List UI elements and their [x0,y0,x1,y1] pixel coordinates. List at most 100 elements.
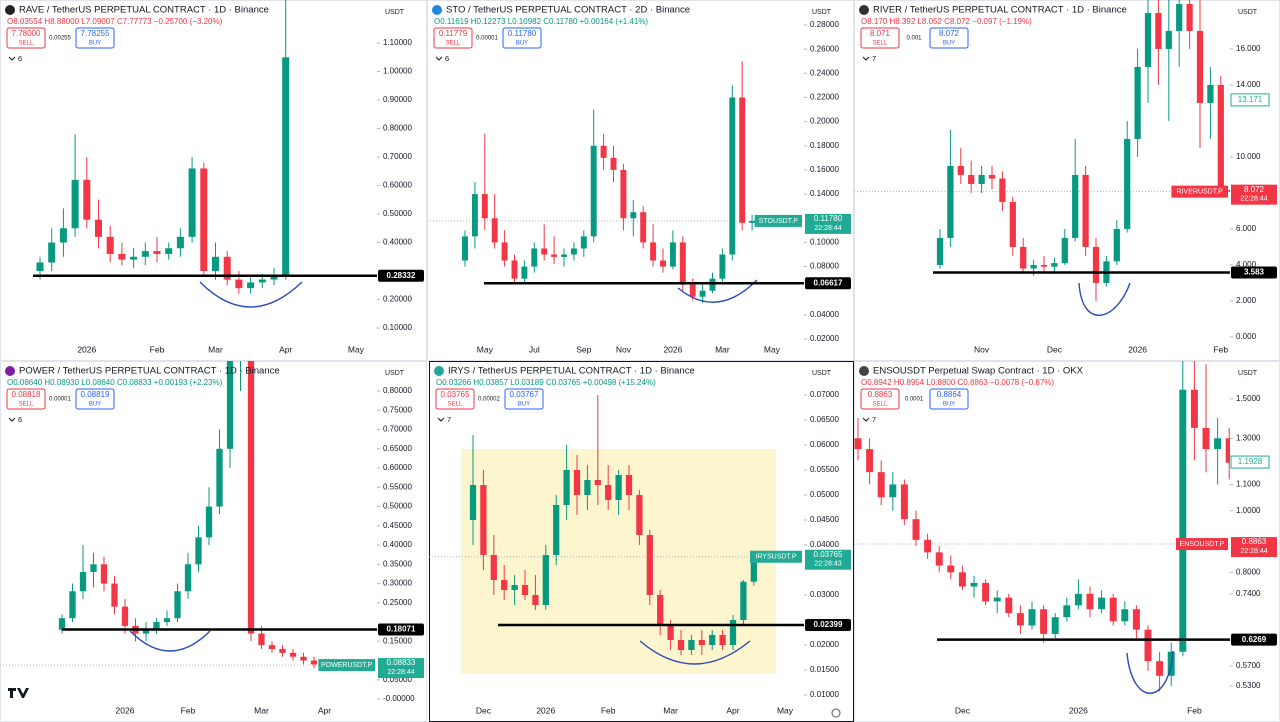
candle-body [48,242,56,263]
candle-body [1113,228,1120,262]
level-tag [378,623,424,636]
candle-body [889,484,897,498]
candle-body [1040,609,1048,634]
candle-body [176,236,184,249]
candle-body [620,169,627,219]
candle-body [1016,613,1024,626]
sell-price: 7.78000 [12,29,41,38]
buy-label: BUY [943,402,955,408]
y-tick-label: -0.00000 [383,694,415,703]
indicator-chevron [8,56,16,61]
buy-label: BUY [516,41,528,47]
candle-body [1121,609,1129,622]
sell-label: SELL [19,402,34,408]
sell-label: SELL [448,402,463,408]
candle-body [1165,30,1172,49]
price-tag-label: 0.03765 [814,550,843,559]
y-tick-label: 0.22000 [810,93,839,102]
buy-price: 7.78255 [81,29,110,38]
candle-body [163,618,171,623]
candle-body [594,480,601,485]
candle-body [924,539,932,553]
sell-button[interactable] [860,27,900,49]
candle-body [978,174,985,184]
y-tick-label: 0.06000 [810,440,839,449]
sell-button[interactable] [860,388,900,410]
candle-body [542,555,549,605]
sell-button[interactable] [435,388,475,410]
y-tick-label: 0.5700 [1236,661,1261,670]
candle-body [469,485,477,520]
candle-body [247,282,255,289]
candle-body [1176,3,1183,31]
buy-button[interactable] [75,388,115,410]
symbol-tag-label: POWERUSDT.P [321,662,373,669]
candle-body [1155,12,1162,49]
sell-price: 0.11779 [439,29,468,38]
candle-body [106,236,114,254]
extra-price-tag [1230,455,1270,469]
candle-body [188,168,196,237]
x-tick-label: 2026 [1128,344,1147,354]
unit-label: USDT [1238,370,1258,377]
candle-body [584,480,591,495]
sell-button[interactable] [6,27,46,49]
sell-button[interactable] [6,388,46,410]
candle-body [636,495,643,535]
x-tick-label: Feb [150,344,165,354]
spread: 0.00002 [478,397,500,403]
y-tick-label: 0.30000 [383,579,412,588]
y-tick-label: 0.04000 [810,540,839,549]
y-tick-label: 0.20000 [810,117,839,126]
candle-body [490,555,497,580]
symbol-tag [318,659,375,672]
annotation-arc [1126,650,1174,694]
y-tick-label: 0.01500 [810,665,839,674]
candle-body [36,262,44,272]
candle-body [279,649,286,653]
sell-label: SELL [446,41,461,47]
x-tick-label: May [777,705,794,715]
candle-body [719,254,726,279]
candle-body [205,506,213,538]
settings-icon[interactable] [831,708,841,718]
candle-body [531,248,538,267]
buy-button[interactable] [504,388,544,410]
candle-body [1214,438,1222,450]
candle-body [501,580,508,590]
x-tick-label: Sep [576,344,591,354]
buy-button[interactable] [929,388,969,410]
y-tick-label: 0.08000 [810,262,839,271]
chart-panel: 0.07000 0.06500 0.06000 0.05500 0.05000 0.045… [429,361,854,722]
candle-body [58,618,66,630]
y-tick-label: 0.50000 [383,209,412,218]
y-tick-label: 0.15000 [383,636,412,645]
candle-body [999,178,1006,202]
candle-body [660,260,666,267]
candle-body [462,236,468,261]
level-tag-label: 0.18071 [387,625,416,634]
candle-body [200,168,208,272]
buy-button[interactable] [75,27,115,49]
y-tick-label: 0.04000 [810,310,839,319]
x-tick-label: Jul [529,344,540,354]
x-tick-label: 2026 [77,344,96,354]
candle-body [1124,138,1131,229]
chart-title: ENSOUSDT Perpetual Swap Contract · 1D · … [873,366,1084,377]
sell-button[interactable] [433,27,473,49]
candle-body [532,595,539,605]
level-tag [805,619,851,632]
candle-body [1098,597,1106,610]
buy-button[interactable] [929,27,969,49]
y-tick-label: 0.16000 [810,165,839,174]
unit-label: USDT [812,9,832,16]
y-tick-label: 0.20000 [383,295,412,304]
buy-button[interactable] [502,27,542,49]
candle-body [300,656,307,661]
y-tick-label: 0.18000 [810,141,839,150]
level-tag-label: 0.6269 [1242,635,1267,644]
candle-body [993,597,1001,602]
quote: O8.170 H8.392 L8.052 C8.072 −0.097 (−1.1… [861,17,1032,26]
